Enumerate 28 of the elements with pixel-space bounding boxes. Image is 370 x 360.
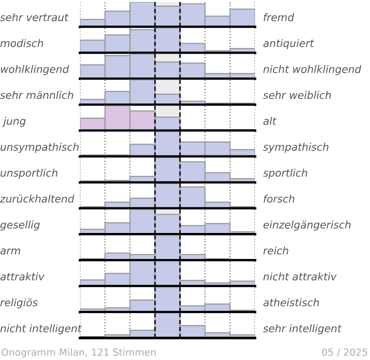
text: Onogramm Milan, 121 Stimmen bbox=[2, 348, 156, 358]
y2-axis-title: nicht attraktiv bbox=[263, 272, 337, 280]
y2-axis-title: alt bbox=[263, 116, 277, 125]
y-axis-title: arm bbox=[0, 248, 20, 255]
y2-axis-title: sehr intelligent bbox=[263, 324, 342, 334]
y-axis-title: sehr männlich bbox=[0, 90, 74, 99]
y-axis-title: religiös bbox=[0, 298, 38, 308]
y2-axis-title: fremd bbox=[264, 13, 294, 22]
y-axis-title: wohlklingend bbox=[0, 65, 70, 76]
y-axis-title: gesellig bbox=[0, 220, 40, 231]
y-axis-title: sehr vertraut bbox=[0, 13, 69, 22]
text: 05 / 2025 bbox=[322, 348, 368, 357]
y-axis-title: jung bbox=[2, 116, 26, 127]
y2-axis-title: atheistisch bbox=[263, 298, 319, 306]
y-axis-title: attraktiv bbox=[0, 272, 45, 280]
y-axis-title: unsportlich bbox=[0, 168, 58, 179]
y2-axis-title: sportlich bbox=[263, 168, 308, 179]
y-axis-title: unsympathisch bbox=[0, 142, 79, 153]
y2-axis-title: antiquiert bbox=[263, 39, 314, 50]
y2-axis-title: sympathisch bbox=[263, 142, 328, 153]
y2-axis-title: sehr weiblich bbox=[263, 90, 331, 99]
y2-axis-title: einzelgängerisch bbox=[263, 220, 351, 231]
y2-axis-title: reich bbox=[263, 246, 288, 255]
y2-axis-title: forsch bbox=[264, 194, 294, 203]
y-axis-title: zurückhaltend bbox=[0, 194, 74, 203]
y-axis-title: nicht intelligent bbox=[0, 324, 82, 334]
y2-axis-title: nicht wohlklingend bbox=[263, 65, 362, 76]
y-axis-title: modisch bbox=[0, 39, 44, 48]
